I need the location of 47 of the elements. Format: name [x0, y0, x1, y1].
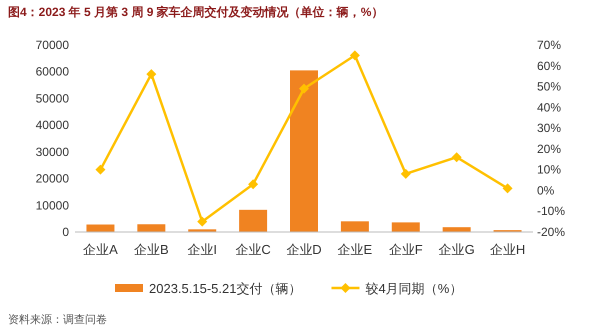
point: [95, 164, 106, 175]
x-tick-label: 企业D: [286, 242, 322, 257]
y2-tick-label: 10%: [537, 162, 562, 177]
y2-tick-label: 20%: [537, 142, 562, 156]
bar: [239, 210, 268, 232]
x-tick-label: 企业B: [134, 242, 169, 257]
point: [400, 168, 411, 179]
y2-tick-label: 50%: [537, 80, 562, 94]
y-tick-label: 60000: [36, 64, 70, 79]
y-tick-label: 30000: [36, 144, 70, 159]
bar: [86, 224, 114, 232]
y2-tick-label: -20%: [537, 225, 566, 239]
y2-tick-label: 0%: [537, 183, 555, 198]
y-tick-label: 70000: [36, 38, 70, 52]
x-tick-label: 企业E: [338, 242, 373, 257]
y2-tick-label: 70%: [537, 38, 562, 52]
chart-title: 图4：2023 年 5 月第 3 周 9 家车企周交付及变动情况（单位：辆，%）: [8, 5, 384, 19]
point: [452, 152, 462, 162]
y-tick-label: 50000: [36, 91, 70, 106]
y-tick-label: 0: [62, 225, 70, 239]
x-tick-label: 企业C: [235, 242, 271, 257]
x-tick-label: 企业F: [388, 242, 423, 257]
point: [350, 50, 360, 60]
bar: [340, 221, 369, 232]
bar: [442, 227, 471, 232]
bar: [392, 222, 420, 232]
y2-tick-label: -10%: [537, 204, 566, 218]
y-tick-label: 10000: [36, 198, 70, 212]
point: [146, 69, 156, 80]
bar: [290, 70, 318, 232]
y-tick-label: 20000: [36, 172, 70, 186]
point: [299, 84, 309, 94]
y-tick-label: 40000: [36, 118, 70, 132]
bar: [137, 224, 166, 232]
y2-tick-label: 30%: [537, 121, 562, 136]
x-tick-label: 企业H: [490, 242, 526, 257]
x-tick-label: 企业A: [83, 242, 118, 257]
point: [248, 179, 258, 190]
point: [197, 216, 208, 227]
x-tick-label: 企业G: [438, 242, 475, 257]
point: [502, 183, 513, 194]
legend-label: 较4月同期（%）: [365, 281, 462, 296]
x-tick-label: 企业I: [187, 242, 218, 257]
text: 资料来源：调查问卷: [8, 313, 107, 326]
legend-label: 2023.5.15-5.21交付（辆）: [149, 281, 302, 296]
y2-tick-label: 60%: [537, 58, 562, 73]
y2-tick-label: 40%: [537, 100, 562, 114]
